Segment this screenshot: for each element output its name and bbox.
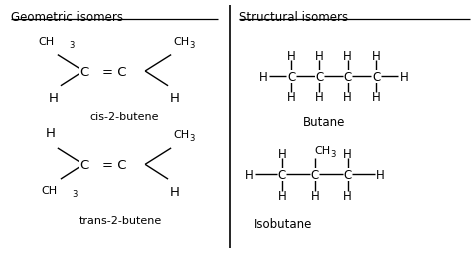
Text: H: H <box>287 91 296 104</box>
Text: H: H <box>315 91 324 104</box>
Text: H: H <box>343 189 352 202</box>
Text: C: C <box>278 168 286 181</box>
Text: trans-2-butene: trans-2-butene <box>79 215 163 225</box>
Text: H: H <box>287 50 296 62</box>
Text: C: C <box>344 70 352 83</box>
Text: 3: 3 <box>330 149 336 158</box>
Text: C: C <box>79 158 89 171</box>
Text: CH: CH <box>173 130 190 139</box>
Text: C: C <box>344 168 352 181</box>
Text: = C: = C <box>102 158 127 171</box>
Text: C: C <box>287 70 295 83</box>
Text: 3: 3 <box>73 189 78 198</box>
Text: H: H <box>372 50 381 62</box>
Text: H: H <box>400 70 409 83</box>
Text: Structural isomers: Structural isomers <box>239 11 348 24</box>
Text: H: H <box>277 189 286 202</box>
Text: C: C <box>310 168 319 181</box>
Text: H: H <box>310 189 319 202</box>
Text: H: H <box>315 50 324 62</box>
Text: CH: CH <box>38 37 54 46</box>
Text: H: H <box>376 168 385 181</box>
Text: H: H <box>343 50 352 62</box>
Text: H: H <box>372 91 381 104</box>
Text: H: H <box>245 168 253 181</box>
Text: = C: = C <box>102 65 127 78</box>
Text: C: C <box>315 70 324 83</box>
Text: cis-2-butene: cis-2-butene <box>89 112 159 122</box>
Text: H: H <box>49 91 59 104</box>
Text: H: H <box>343 91 352 104</box>
Text: CH: CH <box>41 186 57 196</box>
Text: C: C <box>372 70 380 83</box>
Text: 3: 3 <box>189 134 194 143</box>
Text: Geometric isomers: Geometric isomers <box>11 11 123 24</box>
Text: H: H <box>277 147 286 160</box>
Text: CH: CH <box>315 146 331 155</box>
Text: H: H <box>343 147 352 160</box>
Text: 3: 3 <box>70 41 75 50</box>
Text: 3: 3 <box>189 41 194 50</box>
Text: CH: CH <box>173 37 190 46</box>
Text: H: H <box>46 126 55 139</box>
Text: H: H <box>170 186 180 199</box>
Text: H: H <box>258 70 267 83</box>
Text: Isobutane: Isobutane <box>254 217 312 230</box>
Text: C: C <box>79 65 89 78</box>
Text: Butane: Butane <box>303 116 346 129</box>
Text: H: H <box>170 91 180 104</box>
